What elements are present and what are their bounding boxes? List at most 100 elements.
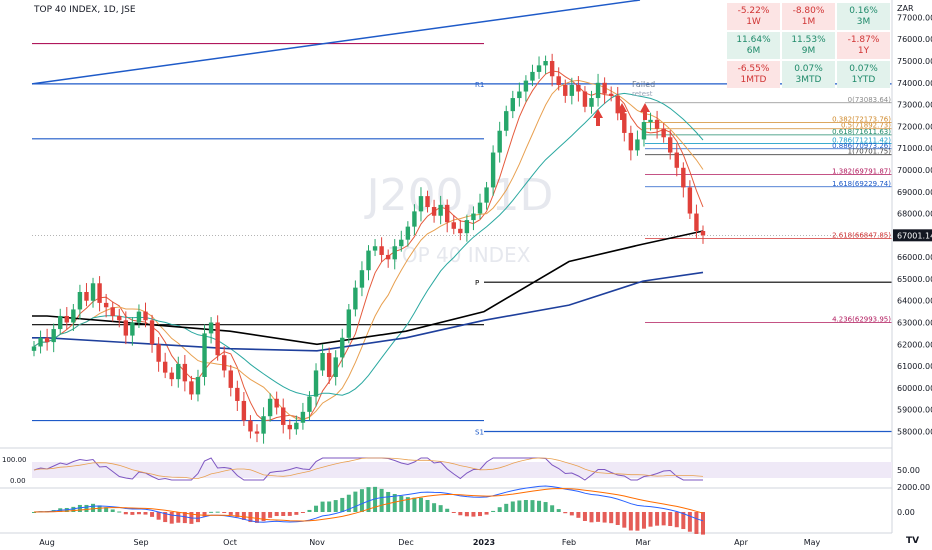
macd-histogram-bar (281, 512, 286, 516)
candle-body (169, 372, 174, 380)
candle-body (471, 213, 476, 221)
candle-body (162, 361, 168, 373)
candle-body (281, 407, 286, 425)
macd-histogram-bar (287, 512, 292, 516)
y-tick-label: 58000.00 (897, 427, 932, 436)
macd-histogram-bar (228, 512, 233, 515)
macd-histogram-bar (366, 487, 371, 512)
candle-body (405, 226, 411, 240)
macd-histogram-bar (425, 499, 430, 512)
candle-body (464, 220, 470, 234)
performance-cell-3m: 0.16% 3M (837, 3, 890, 30)
performance-period: 3MTD (795, 75, 822, 85)
performance-period: 1M (801, 17, 816, 27)
level-label-p: P (475, 279, 479, 287)
candle-body (103, 302, 109, 308)
candle-body (287, 424, 292, 430)
candle-body (235, 387, 240, 401)
candle-body (261, 416, 266, 434)
rsi-tick-label: 100.00 (2, 456, 27, 464)
annotation-text: Failed (632, 80, 655, 89)
macd-histogram-bar (169, 512, 174, 524)
macd-histogram-bar (504, 503, 509, 512)
candle-body (392, 246, 397, 260)
x-tick-label: Apr (734, 538, 749, 547)
macd-histogram-bar (156, 512, 161, 520)
candle-body (228, 370, 233, 388)
candle-body (477, 202, 483, 214)
candle-body (523, 80, 529, 92)
macd-histogram-bar (681, 512, 686, 530)
y-tick-label: 75000.00 (897, 57, 932, 66)
y-tick-label: 69000.00 (897, 188, 932, 197)
fib-label: 2.618(66847.85) (832, 232, 891, 240)
macd-histogram-bar (687, 512, 692, 532)
performance-pct: 11.64% (736, 35, 771, 45)
y-tick-label: 70000.00 (897, 166, 932, 175)
candle-body (431, 207, 437, 216)
candle-body (608, 93, 614, 96)
candle-body (510, 98, 515, 112)
candle-body (622, 113, 627, 133)
candle-body (576, 84, 581, 92)
watermark-symbol: J200, 1D (364, 170, 554, 221)
candle-body (543, 61, 548, 66)
tradingview-logo: TV (906, 536, 920, 546)
fib-label: 0.886(70973.26) (832, 142, 891, 150)
macd-histogram-bar (478, 512, 482, 517)
last-price-label: 67001.14 (897, 231, 932, 240)
macd-line (33, 485, 704, 523)
candle-body (215, 322, 220, 356)
y-tick-label: 61000.00 (897, 362, 932, 371)
macd-histogram-bar (215, 511, 220, 513)
candle-body (274, 398, 279, 408)
macd-signal-line (33, 487, 704, 522)
candle-body (648, 119, 653, 123)
candle-body (313, 370, 319, 397)
macd-histogram-bar (602, 512, 607, 523)
macd-histogram-bar (399, 495, 404, 512)
performance-cell-1y: -1.87% 1Y (837, 32, 890, 59)
annotation-subtext: retest (632, 90, 653, 98)
macd-histogram-bar (346, 494, 351, 512)
ma-200-line (32, 230, 704, 346)
macd-histogram-bar (209, 511, 214, 513)
macd-histogram-bar (635, 512, 640, 531)
candle-body (602, 82, 607, 94)
performance-cell-1w: -5.22% 1W (727, 3, 780, 30)
performance-pct: 0.07% (794, 64, 823, 74)
macd-histogram-bar (123, 512, 128, 515)
fib-label: 0.382(72173.76) (832, 116, 891, 124)
candle-body (307, 396, 312, 412)
candle-body (71, 309, 76, 323)
performance-cell-3mtd: 0.07% 3MTD (782, 61, 835, 88)
candle-body (64, 315, 69, 323)
rsi-right-label: 50.00 (897, 466, 920, 475)
candle-body (641, 122, 647, 140)
performance-period: 3M (856, 17, 871, 27)
candle-body (687, 187, 693, 214)
rsi-band (32, 462, 892, 478)
candle-body (182, 363, 188, 382)
macd-histogram-bar (596, 512, 601, 522)
macd-histogram-bar (261, 512, 266, 522)
macd-histogram-bar (268, 512, 273, 518)
performance-pct: -8.80% (792, 6, 825, 16)
candle-body (484, 187, 489, 203)
candle-body (136, 311, 142, 323)
candle-body (176, 363, 181, 380)
macd-histogram-bar (130, 512, 135, 515)
candle-body (254, 431, 260, 434)
y-tick-label: 72000.00 (897, 122, 932, 131)
candle-body (517, 91, 522, 99)
macd-histogram-bar (655, 512, 660, 526)
macd-histogram-bar (307, 509, 312, 512)
candle-body (635, 139, 640, 151)
candle-body (156, 344, 161, 362)
macd-histogram-bar (497, 507, 502, 512)
y-tick-label: 74000.00 (897, 79, 932, 88)
performance-pct: -1.87% (847, 35, 880, 45)
candle-body (38, 337, 43, 347)
fib-label: 4.236(62993.95) (832, 316, 891, 324)
